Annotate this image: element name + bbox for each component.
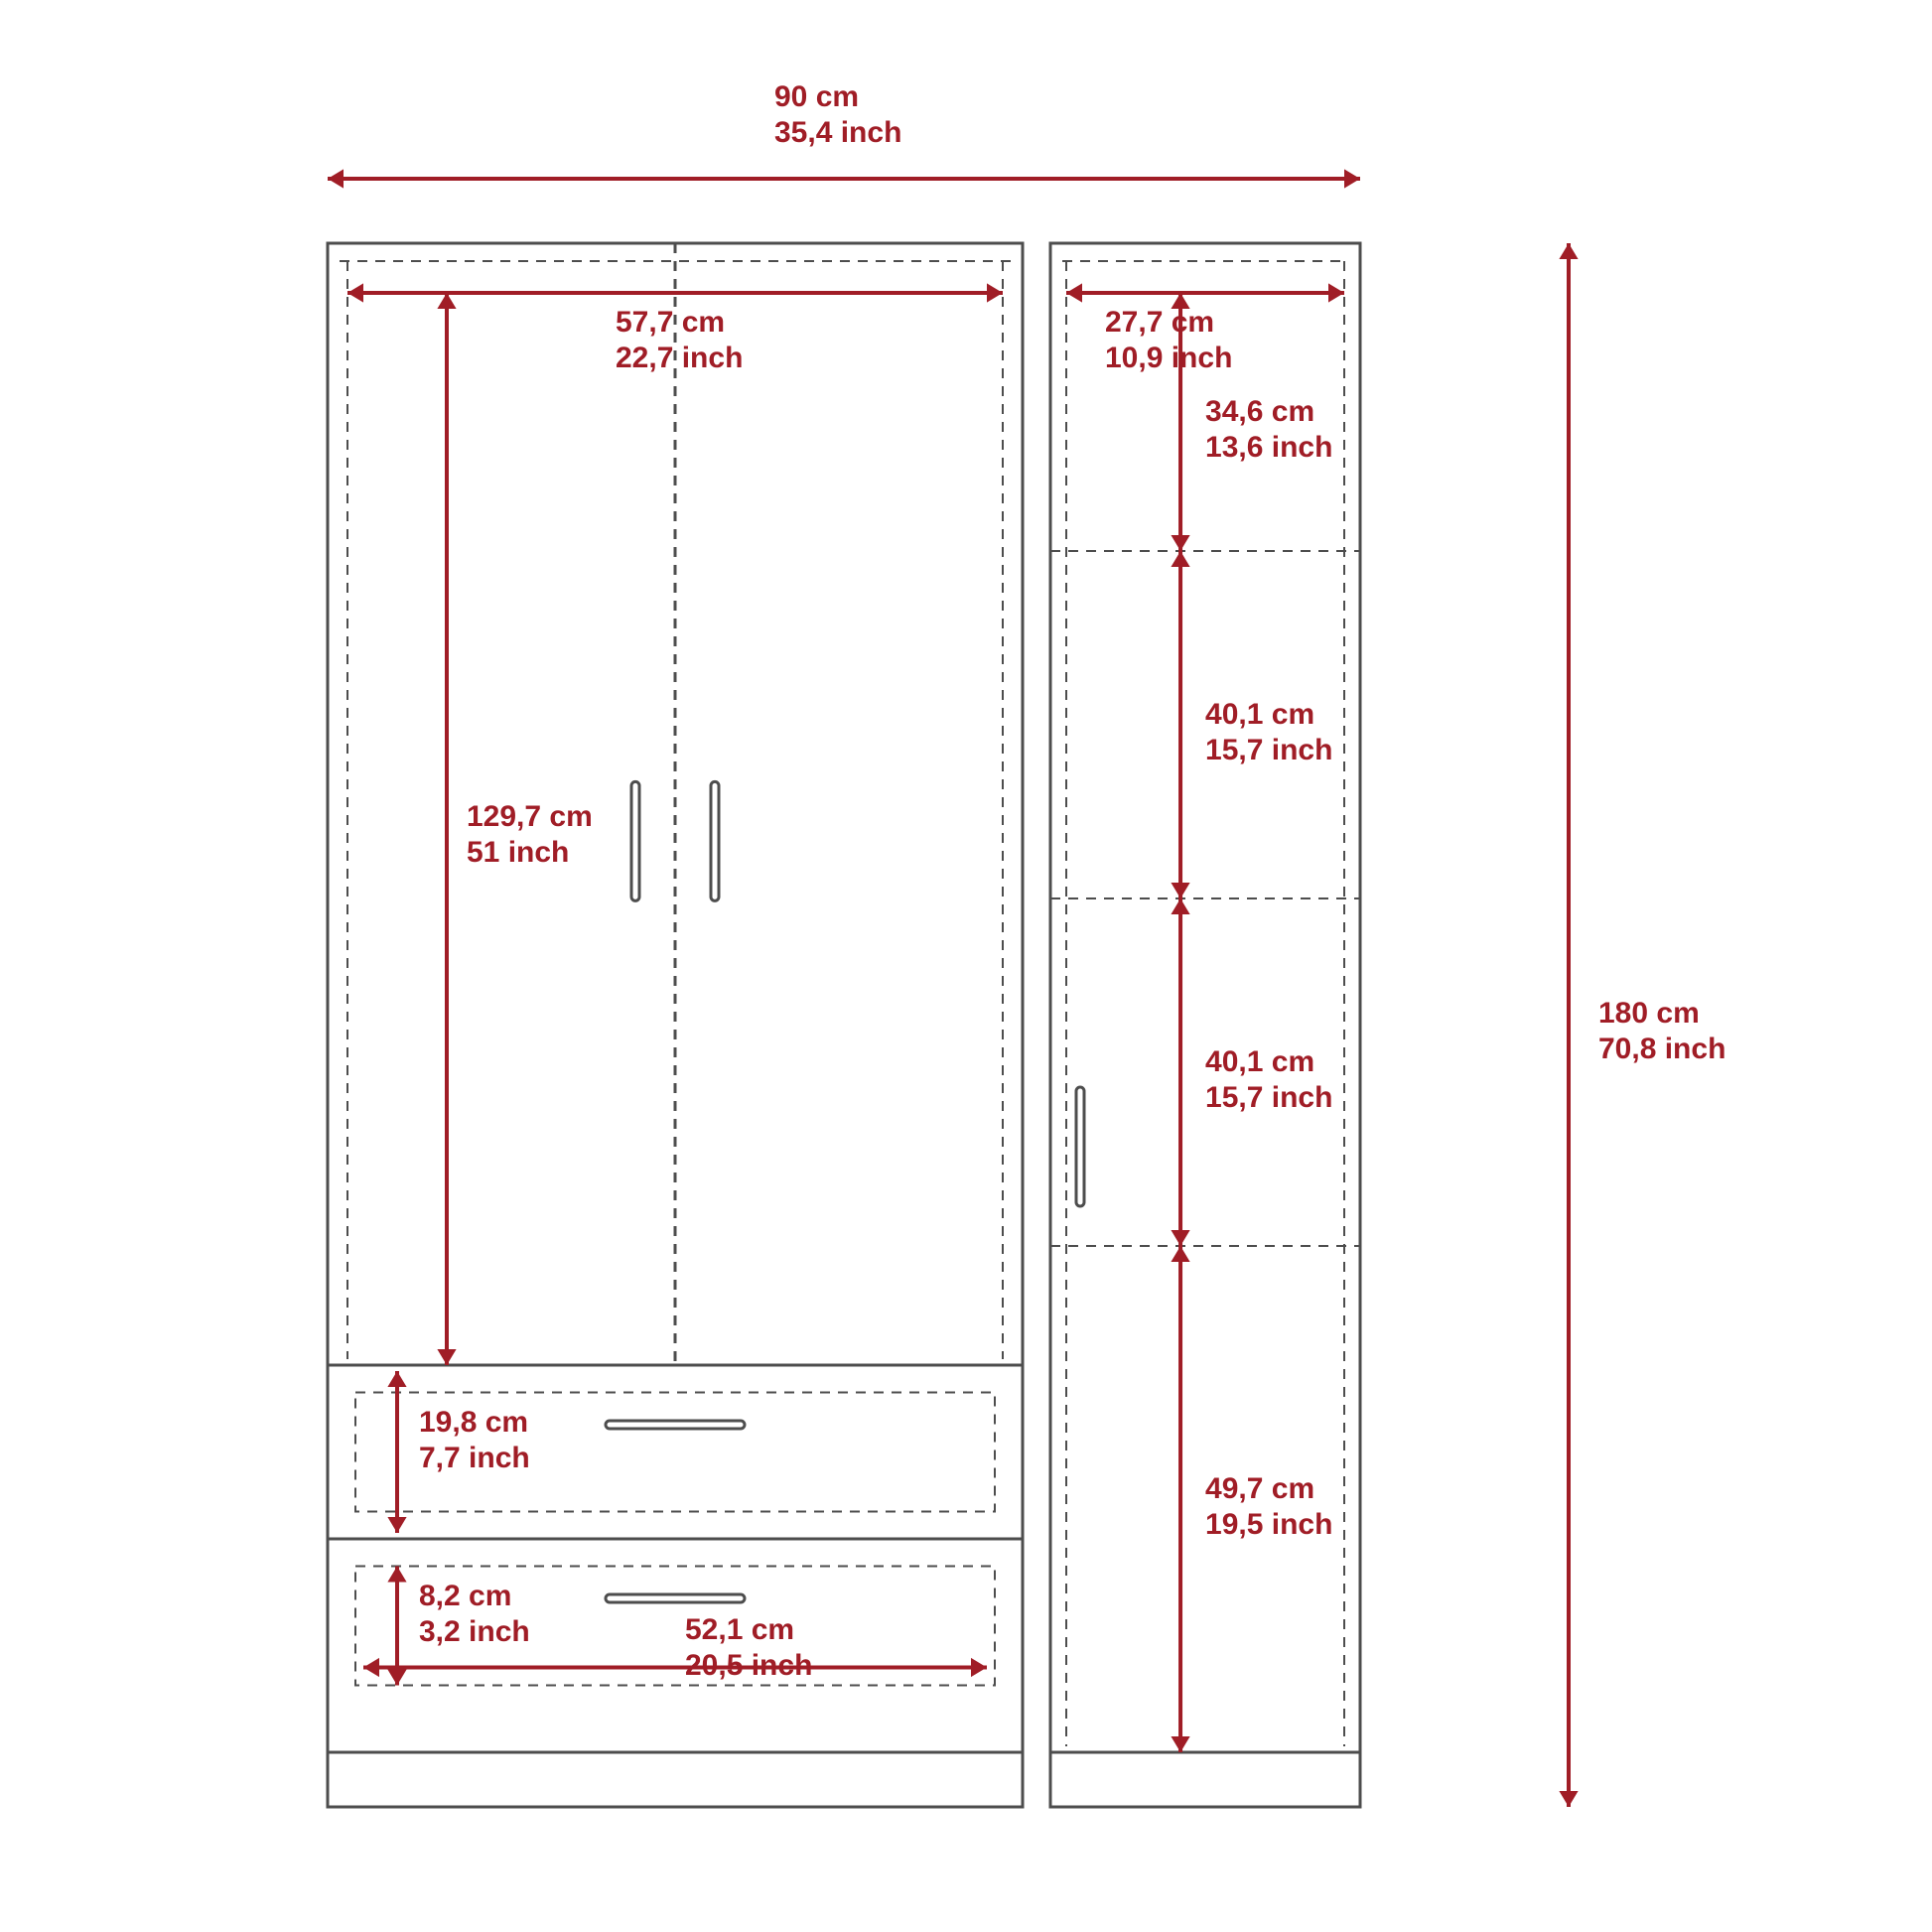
dim-total-height-inch: 70,8 inch: [1598, 1032, 1725, 1067]
dim-shelf4-cm: 49,7 cm: [1205, 1471, 1332, 1507]
dim-drawer-inner-width: 52,1 cm20,5 inch: [685, 1612, 812, 1684]
dim-total-height-cm: 180 cm: [1598, 996, 1725, 1032]
dim-shelf1-cm: 34,6 cm: [1205, 394, 1332, 430]
dim-shelf4-inch: 19,5 inch: [1205, 1507, 1332, 1543]
dim-shelf4: 49,7 cm19,5 inch: [1205, 1471, 1332, 1543]
dim-shelf2: 40,1 cm15,7 inch: [1205, 697, 1332, 768]
diagram-svg: [0, 0, 1932, 1932]
dim-drawer-inner-width-cm: 52,1 cm: [685, 1612, 812, 1648]
dim-drawer-inner-width-inch: 20,5 inch: [685, 1648, 812, 1684]
dim-shelf2-inch: 15,7 inch: [1205, 733, 1332, 768]
dim-shelf3-inch: 15,7 inch: [1205, 1080, 1332, 1116]
dim-shelf2-cm: 40,1 cm: [1205, 697, 1332, 733]
dim-right-width: 27,7 cm10,9 inch: [1105, 305, 1232, 376]
dim-drawer-inner-height-inch: 3,2 inch: [419, 1614, 530, 1650]
dim-drawer-inner-height-cm: 8,2 cm: [419, 1579, 530, 1614]
dim-hang-height-inch: 51 inch: [467, 835, 593, 871]
dim-total-width-inch: 35,4 inch: [774, 115, 901, 151]
dim-drawer-height-inch: 7,7 inch: [419, 1441, 530, 1476]
dim-hang-height: 129,7 cm51 inch: [467, 799, 593, 871]
dim-hang-height-cm: 129,7 cm: [467, 799, 593, 835]
dim-inner-width: 57,7 cm22,7 inch: [616, 305, 743, 376]
dim-shelf3: 40,1 cm15,7 inch: [1205, 1044, 1332, 1116]
dim-shelf1-inch: 13,6 inch: [1205, 430, 1332, 466]
furniture-dimension-diagram: 90 cm35,4 inch 180 cm70,8 inch 57,7 cm22,7…: [0, 0, 1932, 1932]
dim-total-width-cm: 90 cm: [774, 79, 901, 115]
dim-inner-width-cm: 57,7 cm: [616, 305, 743, 341]
dim-drawer-inner-height: 8,2 cm3,2 inch: [419, 1579, 530, 1650]
dim-right-width-inch: 10,9 inch: [1105, 341, 1232, 376]
dim-inner-width-inch: 22,7 inch: [616, 341, 743, 376]
dim-shelf1: 34,6 cm13,6 inch: [1205, 394, 1332, 466]
dim-shelf3-cm: 40,1 cm: [1205, 1044, 1332, 1080]
dim-drawer-height-cm: 19,8 cm: [419, 1405, 530, 1441]
dim-right-width-cm: 27,7 cm: [1105, 305, 1232, 341]
dim-drawer-height: 19,8 cm7,7 inch: [419, 1405, 530, 1476]
dim-total-height: 180 cm70,8 inch: [1598, 996, 1725, 1067]
dim-total-width: 90 cm35,4 inch: [774, 79, 901, 151]
